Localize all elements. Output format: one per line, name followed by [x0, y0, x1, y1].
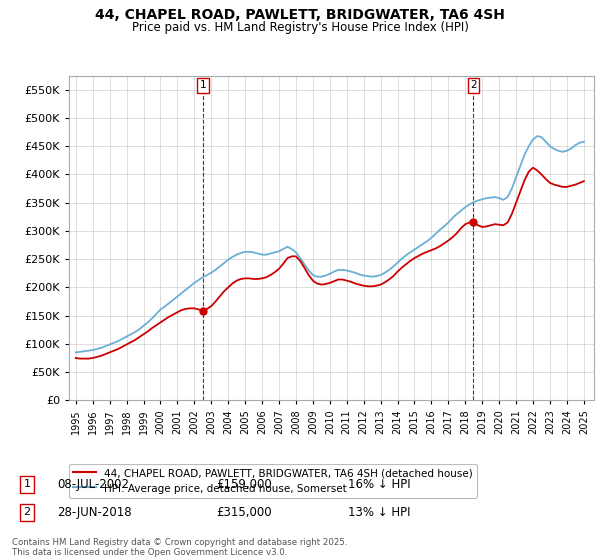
Text: £315,000: £315,000 — [216, 506, 272, 519]
Text: 2: 2 — [23, 507, 31, 517]
Text: 1: 1 — [23, 479, 31, 489]
Text: 13% ↓ HPI: 13% ↓ HPI — [348, 506, 410, 519]
Text: 08-JUL-2002: 08-JUL-2002 — [57, 478, 129, 491]
Text: Price paid vs. HM Land Registry's House Price Index (HPI): Price paid vs. HM Land Registry's House … — [131, 21, 469, 34]
Text: £159,000: £159,000 — [216, 478, 272, 491]
Text: 1: 1 — [200, 81, 206, 91]
Text: 16% ↓ HPI: 16% ↓ HPI — [348, 478, 410, 491]
Legend: 44, CHAPEL ROAD, PAWLETT, BRIDGWATER, TA6 4SH (detached house), HPI: Average pri: 44, CHAPEL ROAD, PAWLETT, BRIDGWATER, TA… — [69, 464, 478, 498]
Text: 28-JUN-2018: 28-JUN-2018 — [57, 506, 131, 519]
Text: 44, CHAPEL ROAD, PAWLETT, BRIDGWATER, TA6 4SH: 44, CHAPEL ROAD, PAWLETT, BRIDGWATER, TA… — [95, 8, 505, 22]
Text: 2: 2 — [470, 81, 477, 91]
Text: Contains HM Land Registry data © Crown copyright and database right 2025.
This d: Contains HM Land Registry data © Crown c… — [12, 538, 347, 557]
